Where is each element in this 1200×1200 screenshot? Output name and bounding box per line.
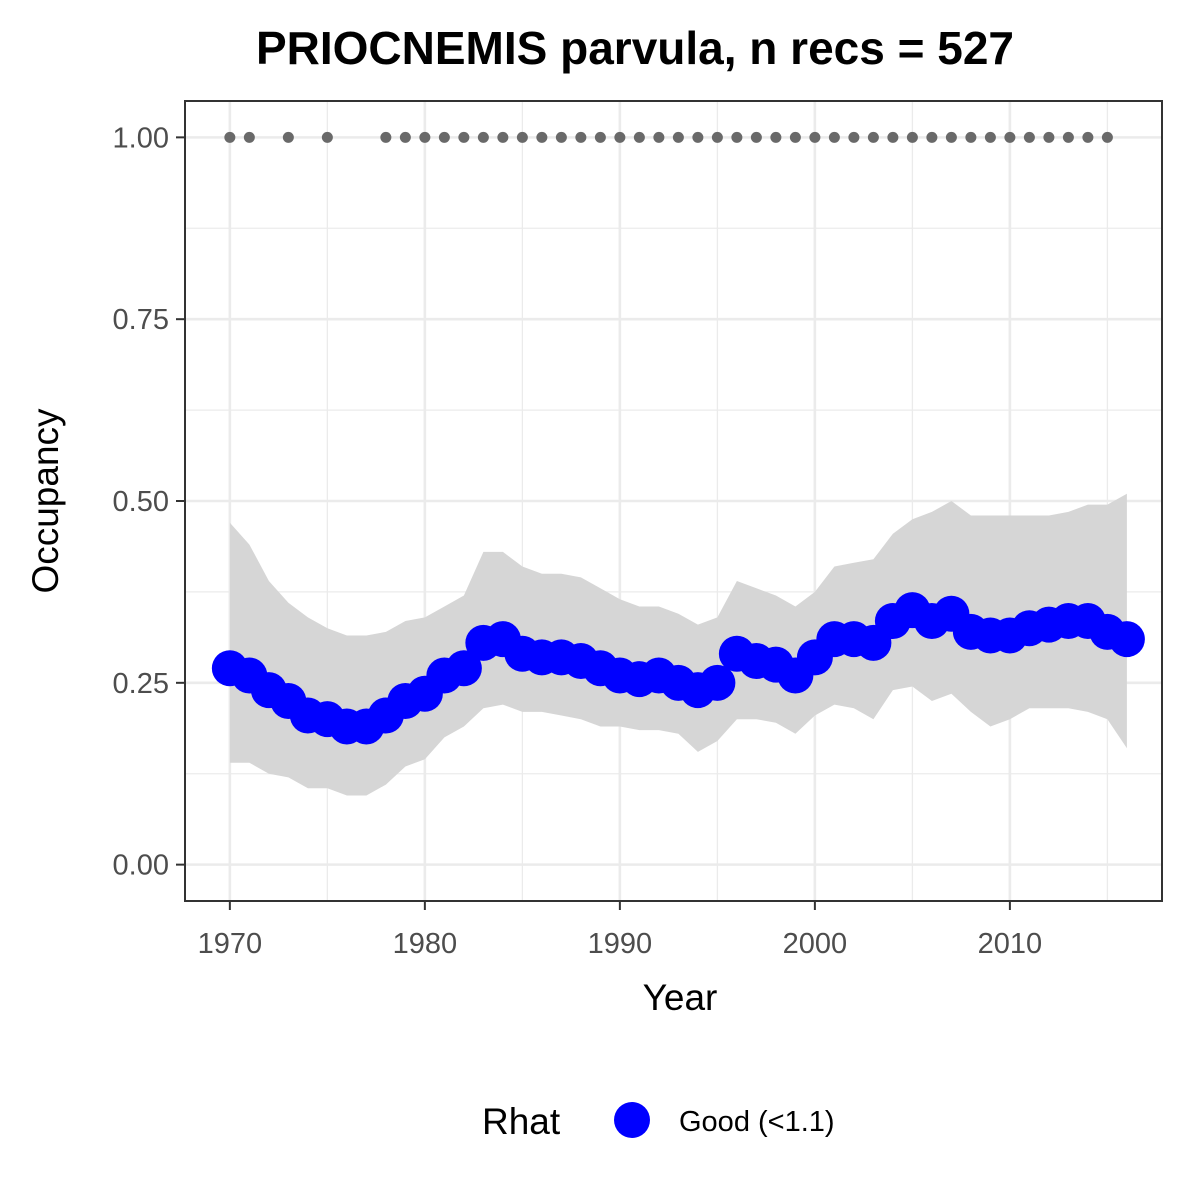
record-point <box>965 131 977 143</box>
legend: Rhat Good (<1.1) <box>482 1101 835 1142</box>
record-point <box>224 131 236 143</box>
record-points <box>224 131 1113 143</box>
record-point <box>1101 131 1113 143</box>
confidence-ribbon <box>229 493 1127 796</box>
record-point <box>477 131 489 143</box>
y-axis: 0.00 0.25 0.50 0.75 1.00 <box>113 122 185 882</box>
record-point <box>1062 131 1074 143</box>
y-tick-label: 0.00 <box>113 850 169 882</box>
x-tick-label: 2010 <box>978 928 1043 960</box>
plot-panel <box>184 100 1163 902</box>
record-point <box>1082 131 1094 143</box>
record-point <box>945 131 957 143</box>
record-point <box>692 131 704 143</box>
occupancy-series <box>211 592 1145 745</box>
record-point <box>1023 131 1035 143</box>
record-point <box>497 131 509 143</box>
record-point <box>906 131 918 143</box>
y-tick-label: 0.50 <box>113 486 169 518</box>
chart-title: PRIOCNEMIS parvula, n recs = 527 <box>256 22 1014 74</box>
record-point <box>399 131 411 143</box>
legend-key-good <box>614 1102 650 1138</box>
record-point <box>1043 131 1055 143</box>
occupancy-point <box>699 664 736 701</box>
record-point <box>536 131 548 143</box>
record-point <box>867 131 879 143</box>
x-axis-title: Year <box>643 977 718 1018</box>
confidence-band <box>229 493 1127 796</box>
record-point <box>653 131 665 143</box>
record-point <box>438 131 450 143</box>
record-point <box>926 131 938 143</box>
record-point <box>770 131 782 143</box>
legend-label-good: Good (<1.1) <box>679 1106 835 1138</box>
record-point <box>887 131 899 143</box>
record-point <box>984 131 996 143</box>
y-tick-label: 0.25 <box>113 668 169 700</box>
record-point <box>848 131 860 143</box>
record-point <box>789 131 801 143</box>
record-point <box>828 131 840 143</box>
record-point <box>633 131 645 143</box>
x-tick-label: 1970 <box>198 928 263 960</box>
x-tick-label: 2000 <box>783 928 848 960</box>
record-point <box>809 131 821 143</box>
record-point <box>321 131 333 143</box>
occupancy-point <box>1108 621 1145 658</box>
y-tick-label: 0.75 <box>113 304 169 336</box>
record-point <box>731 131 743 143</box>
record-point <box>711 131 723 143</box>
record-point <box>555 131 567 143</box>
record-point <box>419 131 431 143</box>
y-axis-title: Occupancy <box>25 408 66 594</box>
y-tick-label: 1.00 <box>113 122 169 154</box>
record-point <box>380 131 392 143</box>
record-point <box>575 131 587 143</box>
x-tick-label: 1990 <box>588 928 653 960</box>
record-point <box>750 131 762 143</box>
record-point <box>1004 131 1016 143</box>
record-point <box>516 131 528 143</box>
legend-title: Rhat <box>482 1101 561 1142</box>
record-point <box>672 131 684 143</box>
x-axis: 1970 1980 1990 2000 2010 <box>198 901 1043 960</box>
record-point <box>282 131 294 143</box>
record-point <box>614 131 626 143</box>
record-point <box>594 131 606 143</box>
occupancy-point <box>445 650 482 687</box>
record-point <box>458 131 470 143</box>
record-point <box>243 131 255 143</box>
x-tick-label: 1980 <box>393 928 458 960</box>
